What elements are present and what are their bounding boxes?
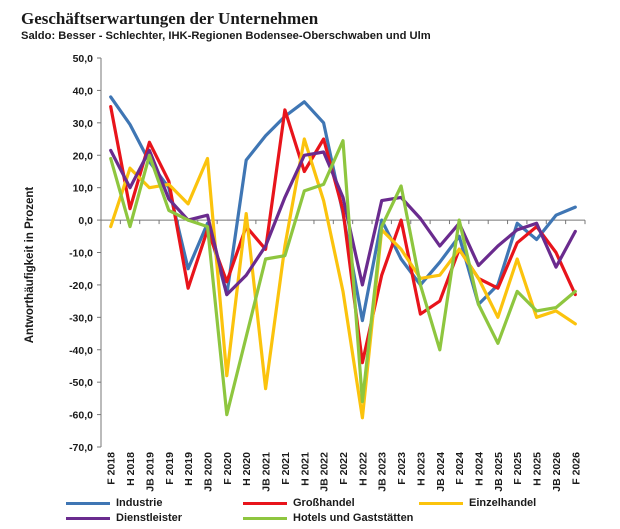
x-tick-label: F 2026 bbox=[570, 452, 582, 485]
x-tick-label: JB 2022 bbox=[319, 452, 331, 492]
y-tick-label: 10,0 bbox=[73, 183, 94, 195]
x-tick-label: JB 2025 bbox=[493, 452, 505, 492]
x-tick-label: F 2020 bbox=[222, 452, 234, 485]
x-tick-label: H 2021 bbox=[299, 452, 311, 486]
y-tick-label: -40,0 bbox=[69, 345, 93, 357]
x-tick-label: JB 2023 bbox=[377, 452, 389, 492]
legend-swatch bbox=[66, 517, 110, 520]
x-tick-label: H 2024 bbox=[474, 452, 486, 486]
x-tick-label: F 2025 bbox=[512, 452, 524, 485]
x-tick-label: H 2020 bbox=[241, 452, 253, 486]
legend-swatch bbox=[419, 502, 463, 505]
legend-label: Hotels und Gaststätten bbox=[293, 512, 414, 524]
legend-label: Großhandel bbox=[293, 497, 355, 509]
y-tick-label: -20,0 bbox=[69, 280, 93, 292]
y-tick-label: 0,0 bbox=[78, 215, 93, 227]
y-tick-label: 50,0 bbox=[73, 53, 94, 65]
y-tick-label: -70,0 bbox=[69, 442, 93, 454]
x-tick-label: JB 2021 bbox=[261, 452, 273, 492]
y-tick-label: 40,0 bbox=[73, 85, 94, 97]
series-line-einzelhandel bbox=[109, 137, 577, 420]
series-layer bbox=[109, 95, 577, 420]
chart-subtitle: Saldo: Besser - Schlechter, IHK-Regionen… bbox=[21, 30, 431, 42]
y-tick-label: 20,0 bbox=[73, 150, 94, 162]
chart-axes: 50,0 40,0 30,0 20,0 10,0 0,0 -10,0 -20,0 -30,0 -4… bbox=[24, 53, 586, 492]
legend-swatch bbox=[243, 517, 287, 520]
x-tick-label: F 2023 bbox=[396, 452, 408, 485]
y-tick-label: -60,0 bbox=[69, 410, 93, 422]
legend-swatch bbox=[66, 502, 110, 505]
chart-legend: Industrie Großhandel Einzelhandel Dienstlei… bbox=[66, 497, 606, 527]
x-tick-label: JB 2026 bbox=[551, 452, 563, 492]
legend-label: Einzelhandel bbox=[469, 497, 537, 509]
legend-label: Industrie bbox=[116, 497, 163, 509]
x-tick-label: F 2022 bbox=[338, 452, 350, 485]
y-tick-label: -30,0 bbox=[69, 312, 93, 324]
x-tick-label: F 2019 bbox=[164, 452, 176, 485]
x-tick-label: H 2018 bbox=[125, 452, 137, 486]
y-tick-label: -10,0 bbox=[69, 248, 93, 260]
x-tick-label: F 2018 bbox=[106, 452, 118, 485]
x-tick-label: F 2024 bbox=[454, 452, 466, 485]
series-line-gro-handel bbox=[109, 104, 577, 365]
series-line-hotels-und-gastst-tten bbox=[109, 139, 577, 417]
x-tick-label: JB 2019 bbox=[144, 452, 156, 492]
y-tick-label: -50,0 bbox=[69, 377, 93, 389]
x-tick-label: H 2019 bbox=[183, 452, 195, 486]
chart-title: Geschäftserwartungen der Unternehmen bbox=[21, 9, 319, 28]
x-tick-label: JB 2020 bbox=[202, 452, 214, 492]
y-axis-title: Antworthäufigkeit in Prozent bbox=[24, 187, 36, 344]
y-tick-label: 30,0 bbox=[73, 118, 94, 130]
legend-swatch bbox=[243, 502, 287, 505]
x-tick-label: H 2022 bbox=[357, 452, 369, 486]
x-tick-label: JB 2024 bbox=[435, 452, 447, 492]
legend-label: Dienstleister bbox=[116, 512, 183, 524]
x-tick-label: H 2023 bbox=[415, 452, 427, 486]
x-tick-label: F 2021 bbox=[280, 452, 292, 485]
x-tick-label: H 2025 bbox=[532, 452, 544, 486]
